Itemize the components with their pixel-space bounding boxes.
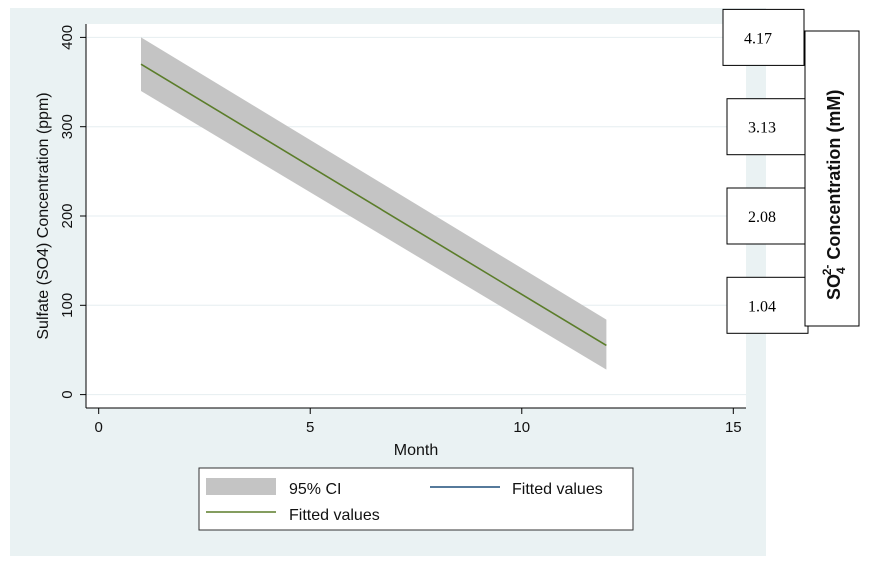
secondary-tick-label: 3.13: [748, 120, 776, 137]
x-tick-label: 15: [725, 419, 742, 436]
legend-swatch-ci: [206, 478, 276, 495]
y-tick-label: 100: [59, 293, 76, 318]
y-tick-label: 200: [59, 203, 76, 228]
fitted-line-layer: [140, 63, 607, 347]
legend-label-fitted-blue: Fitted values: [512, 481, 603, 498]
ci-band: [141, 37, 607, 370]
legend-label-fitted-green: Fitted values: [289, 507, 380, 524]
secondary-tick-label: 4.17: [744, 30, 772, 47]
secondary-axis-label-sub: 4: [834, 267, 848, 274]
secondary-tick-box: [726, 98, 809, 156]
secondary-tick-label: 1.04: [748, 298, 776, 315]
secondary-axis-label-sup: 2-: [820, 265, 834, 276]
secondary-axis-label-so: SO: [824, 274, 844, 300]
secondary-axis-label-frame: [804, 30, 860, 327]
y-axis-label: Sulfate (SO4) Concentration (ppm): [35, 92, 52, 339]
secondary-tick-box: [722, 8, 805, 66]
secondary-axis-label-box: SO42- Concentration (mM): [804, 30, 860, 327]
x-axis-label: Month: [394, 442, 438, 459]
x-tick-label: 0: [95, 419, 103, 436]
y-tick-layer: 0 100 200 300 400: [59, 25, 86, 399]
secondary-tick-label: 2.08: [748, 209, 776, 226]
y-tick-label: 400: [59, 25, 76, 50]
secondary-tick-box: [726, 276, 809, 334]
secondary-tick-box: [726, 187, 809, 245]
legend-box: [198, 467, 634, 531]
x-tick-layer: 0 5 10 15: [95, 408, 742, 436]
legend-label-ci: 95% CI: [289, 481, 341, 498]
x-tick-label: 10: [513, 419, 530, 436]
legend: 95% CI Fitted values Fitted values: [198, 467, 634, 531]
ci-band-layer: [141, 37, 607, 370]
secondary-axis-ticks: 4.17 3.13 2.08 1.04: [722, 8, 809, 334]
y-tick-label: 300: [59, 114, 76, 139]
secondary-axis-label-rest: Concentration (mM): [824, 90, 844, 265]
fitted-line: [140, 63, 607, 347]
x-tick-label: 5: [306, 419, 314, 436]
y-tick-label: 0: [59, 390, 76, 398]
secondary-axis-label: SO42- Concentration (mM): [820, 90, 848, 300]
